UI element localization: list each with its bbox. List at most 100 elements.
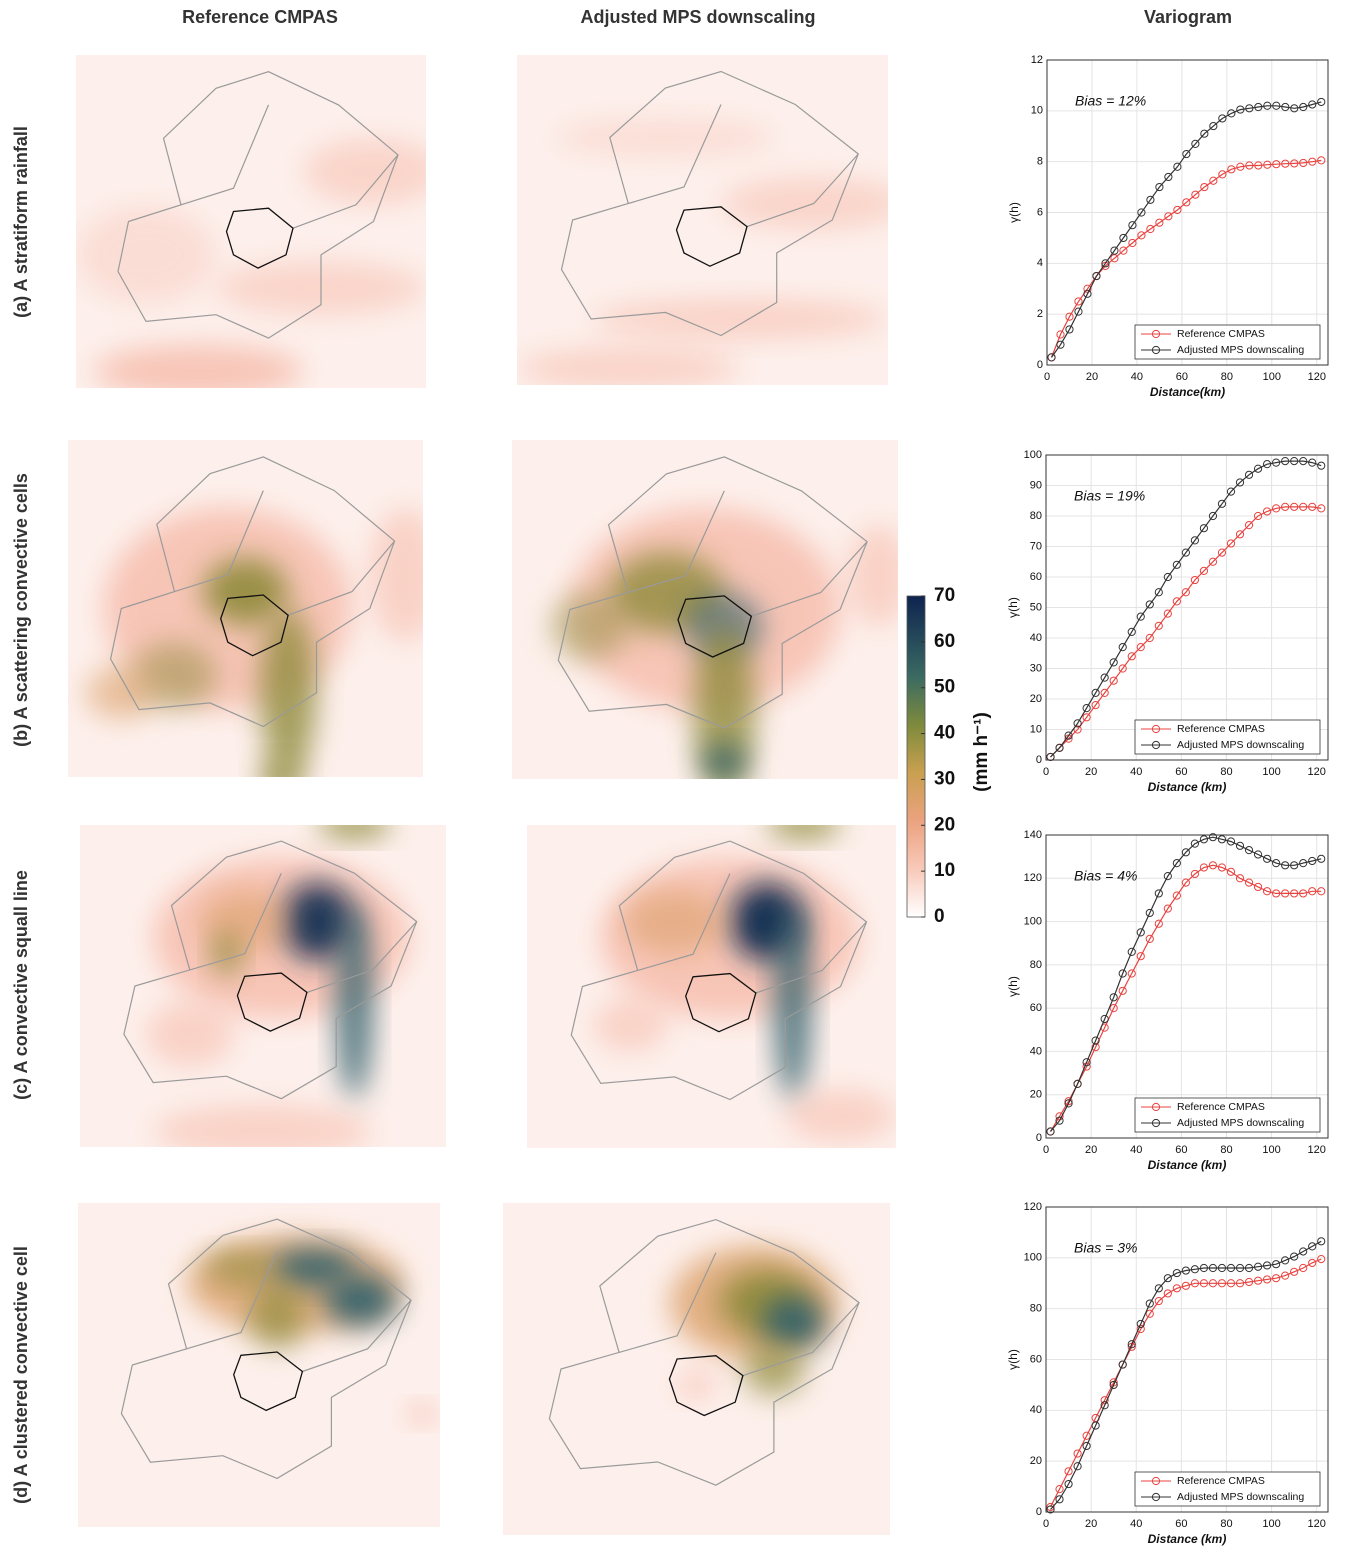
x-tick-label: 120 (1308, 1518, 1326, 1530)
x-tick-label: 60 (1175, 1144, 1187, 1156)
data-point (1217, 499, 1227, 508)
data-point (1299, 1247, 1308, 1256)
y-tick-label: 4 (1037, 257, 1043, 269)
y-tick-label: 2 (1037, 308, 1043, 320)
x-axis-label: Distance (km) (1148, 1158, 1227, 1172)
data-point (1137, 231, 1146, 240)
column-header: Adjusted MPS downscaling (580, 7, 815, 27)
data-point (1119, 246, 1128, 255)
y-tick-label: 0 (1037, 359, 1043, 371)
boundary (174, 490, 264, 593)
x-tick-label: 100 (1262, 1518, 1280, 1530)
data-point (1136, 952, 1145, 961)
x-tick-label: 40 (1130, 1144, 1142, 1156)
x-tick-label: 60 (1175, 766, 1187, 778)
series-line (1050, 506, 1322, 758)
boundary (627, 490, 725, 594)
y-tick-label: 120 (1024, 1201, 1042, 1213)
data-point (1244, 1277, 1254, 1287)
data-point (1083, 289, 1092, 298)
city-boundary (685, 972, 757, 1033)
x-tick-label: 80 (1220, 1144, 1232, 1156)
colorbar-tick-label: 10 (934, 860, 955, 881)
data-point (1127, 947, 1136, 956)
y-tick-label: 90 (1030, 479, 1042, 491)
data-point (1281, 457, 1290, 466)
x-tick-label: 80 (1220, 766, 1232, 778)
data-point (1262, 1275, 1272, 1284)
data-point (1047, 353, 1056, 362)
data-point (1109, 993, 1118, 1002)
y-tick-label: 40 (1030, 632, 1042, 644)
x-tick-label: 100 (1263, 371, 1281, 383)
boundary (742, 1302, 860, 1377)
y-tick-label: 8 (1037, 156, 1043, 168)
data-point (1191, 190, 1200, 199)
rain-area (259, 760, 303, 777)
colorbar-label: (mm h⁻¹) (971, 712, 992, 792)
data-point (1317, 1255, 1326, 1264)
data-point (1118, 986, 1127, 995)
x-tick-label: 80 (1220, 1518, 1232, 1530)
data-point (1182, 198, 1191, 207)
data-point (1163, 904, 1172, 913)
colorbar-tick-label: 50 (934, 677, 955, 698)
data-point (1172, 1284, 1181, 1293)
data-point (1163, 1274, 1172, 1283)
data-point (1209, 121, 1218, 131)
data-point (1299, 457, 1308, 466)
data-point (1110, 246, 1119, 255)
boundary (628, 104, 722, 205)
precip-map (512, 440, 898, 779)
data-point (1064, 1479, 1073, 1489)
y-tick-label: 0 (1036, 754, 1042, 766)
data-point (1190, 839, 1199, 848)
data-point (1100, 688, 1109, 698)
boundary (548, 1218, 860, 1486)
data-point (1245, 104, 1254, 113)
rain-area (591, 299, 888, 339)
data-point (1064, 1467, 1073, 1476)
colorbar-tick-label: 30 (934, 768, 955, 789)
data-point (1208, 861, 1218, 870)
data-point (1199, 524, 1209, 533)
data-point (1082, 704, 1091, 713)
boundary (557, 456, 868, 729)
boundary (180, 104, 270, 206)
data-point (1244, 1263, 1254, 1273)
precip-map (80, 825, 446, 1147)
data-point (1101, 259, 1110, 268)
y-tick-label: 6 (1037, 206, 1043, 218)
y-tick-label: 10 (1030, 723, 1042, 735)
data-point (1272, 859, 1281, 868)
data-point (1208, 557, 1218, 566)
data-point (1200, 129, 1209, 138)
data-point (1091, 1421, 1100, 1430)
data-point (1290, 159, 1299, 168)
data-point (1299, 102, 1308, 112)
y-tick-label: 100 (1024, 449, 1042, 461)
colorbar-tick-label: 40 (934, 723, 955, 744)
map-field (78, 1203, 440, 1527)
data-point (1118, 643, 1127, 652)
legend-label: Reference CMPAS (1177, 1475, 1265, 1487)
boundary (755, 921, 867, 994)
data-point (1244, 470, 1254, 479)
data-point (1272, 504, 1281, 513)
rain-area (303, 138, 426, 205)
data-point (1082, 1441, 1091, 1451)
data-point (1163, 872, 1172, 881)
y-tick-label: 140 (1024, 829, 1042, 841)
legend-marker (1151, 1492, 1161, 1502)
precip-map (68, 440, 423, 777)
data-point (1308, 502, 1317, 511)
data-point (1235, 1263, 1245, 1273)
data-point (1137, 208, 1146, 217)
annotation: Bias = 3% (1074, 1240, 1137, 1256)
data-point (1065, 312, 1074, 321)
colorbar-tick-label: 0 (934, 906, 945, 927)
data-point (1127, 652, 1136, 661)
rain-area (204, 1251, 278, 1285)
data-point (1046, 1505, 1055, 1514)
city-boundary (233, 1351, 304, 1412)
